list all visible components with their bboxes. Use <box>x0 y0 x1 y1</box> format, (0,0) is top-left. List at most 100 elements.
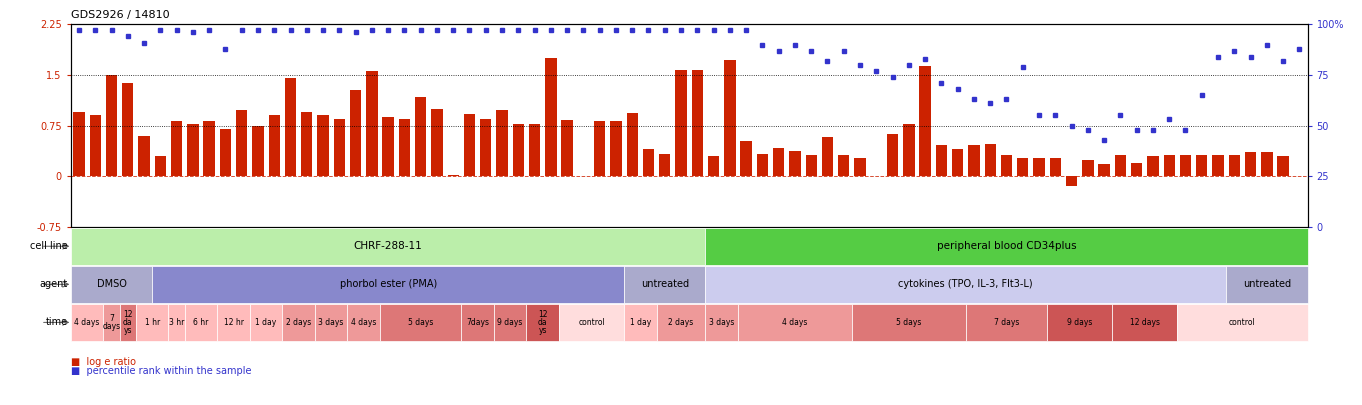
Bar <box>203 121 215 176</box>
Bar <box>1179 155 1192 176</box>
Bar <box>1083 160 1094 176</box>
Bar <box>1034 158 1045 176</box>
Text: 2 days: 2 days <box>286 318 312 327</box>
Text: cell line: cell line <box>30 241 68 251</box>
Bar <box>285 78 296 176</box>
Text: 7 days: 7 days <box>994 318 1019 327</box>
Text: untreated: untreated <box>1242 279 1291 289</box>
Text: ■  log e ratio: ■ log e ratio <box>71 357 136 367</box>
Bar <box>1196 155 1208 176</box>
Text: 1 day: 1 day <box>256 318 276 327</box>
Bar <box>1114 155 1126 176</box>
Bar <box>757 154 768 176</box>
Bar <box>805 155 817 176</box>
Bar <box>1147 156 1159 176</box>
Bar <box>741 141 752 176</box>
Bar <box>350 90 361 176</box>
Text: 4 days: 4 days <box>351 318 376 327</box>
Text: agent: agent <box>39 279 68 289</box>
Bar <box>512 124 524 176</box>
Bar <box>692 70 703 176</box>
Bar <box>219 129 232 176</box>
Bar <box>1278 156 1288 176</box>
Text: DMSO: DMSO <box>97 279 127 289</box>
Bar <box>1163 155 1175 176</box>
Bar <box>383 117 394 176</box>
Text: GDS2926 / 14810: GDS2926 / 14810 <box>71 10 169 20</box>
Bar <box>1130 163 1143 176</box>
Bar <box>789 151 801 176</box>
Bar <box>774 148 785 176</box>
Bar <box>139 136 150 176</box>
Text: 3 hr: 3 hr <box>169 318 184 327</box>
Text: cytokines (TPO, IL-3, Flt3-L): cytokines (TPO, IL-3, Flt3-L) <box>899 279 1034 289</box>
Text: 4 days: 4 days <box>75 318 99 327</box>
Bar <box>366 71 377 176</box>
Text: peripheral blood CD34plus: peripheral blood CD34plus <box>937 241 1076 251</box>
Bar <box>399 119 410 176</box>
Bar <box>236 110 248 176</box>
Bar <box>496 110 508 176</box>
Bar <box>187 124 199 176</box>
Bar <box>1229 155 1239 176</box>
Bar <box>545 58 557 176</box>
Bar <box>123 83 133 176</box>
Bar <box>528 124 541 176</box>
Bar <box>968 145 979 176</box>
Bar <box>170 121 183 176</box>
Bar <box>432 109 443 176</box>
Bar <box>985 145 996 176</box>
Bar <box>268 115 281 176</box>
Text: 2 days: 2 days <box>669 318 693 327</box>
Text: 7days: 7days <box>466 318 489 327</box>
Text: 3 days: 3 days <box>710 318 734 327</box>
Bar <box>936 145 947 176</box>
Bar <box>854 158 866 176</box>
Text: ■  percentile rank within the sample: ■ percentile rank within the sample <box>71 367 252 376</box>
Bar <box>821 137 834 176</box>
Text: control: control <box>1229 318 1256 327</box>
Text: 12 days: 12 days <box>1130 318 1160 327</box>
Bar <box>464 114 475 176</box>
Bar <box>448 175 459 176</box>
Bar <box>1212 155 1223 176</box>
Bar <box>919 66 930 176</box>
Bar <box>1001 155 1012 176</box>
Bar <box>952 149 963 176</box>
Bar <box>838 155 850 176</box>
Bar <box>610 121 621 176</box>
Text: 12 hr: 12 hr <box>223 318 244 327</box>
Text: 12
da
ys: 12 da ys <box>123 310 132 335</box>
Text: 5 days: 5 days <box>896 318 922 327</box>
Text: 9 days: 9 days <box>1066 318 1092 327</box>
Bar <box>903 124 914 176</box>
Text: 1 hr: 1 hr <box>144 318 159 327</box>
Bar <box>334 119 345 176</box>
Text: 4 days: 4 days <box>782 318 808 327</box>
Text: 5 days: 5 days <box>409 318 433 327</box>
Bar <box>301 112 312 176</box>
Text: phorbol ester (PMA): phorbol ester (PMA) <box>339 279 437 289</box>
Text: 12
da
ys: 12 da ys <box>538 310 548 335</box>
Bar <box>106 75 117 176</box>
Text: untreated: untreated <box>640 279 689 289</box>
Bar <box>155 156 166 176</box>
Bar <box>887 134 899 176</box>
Bar <box>90 115 101 176</box>
Bar <box>1066 176 1077 186</box>
Text: 7
days: 7 days <box>102 314 121 331</box>
Bar <box>627 113 637 176</box>
Text: 9 days: 9 days <box>497 318 523 327</box>
Bar <box>415 96 426 176</box>
Bar <box>561 120 573 176</box>
Bar <box>317 115 328 176</box>
Bar <box>252 126 264 176</box>
Bar <box>594 121 605 176</box>
Text: 1 day: 1 day <box>629 318 651 327</box>
Text: 3 days: 3 days <box>319 318 343 327</box>
Bar <box>1017 158 1028 176</box>
Text: control: control <box>577 318 605 327</box>
Bar <box>643 149 654 176</box>
Bar <box>708 156 719 176</box>
Bar <box>479 119 492 176</box>
